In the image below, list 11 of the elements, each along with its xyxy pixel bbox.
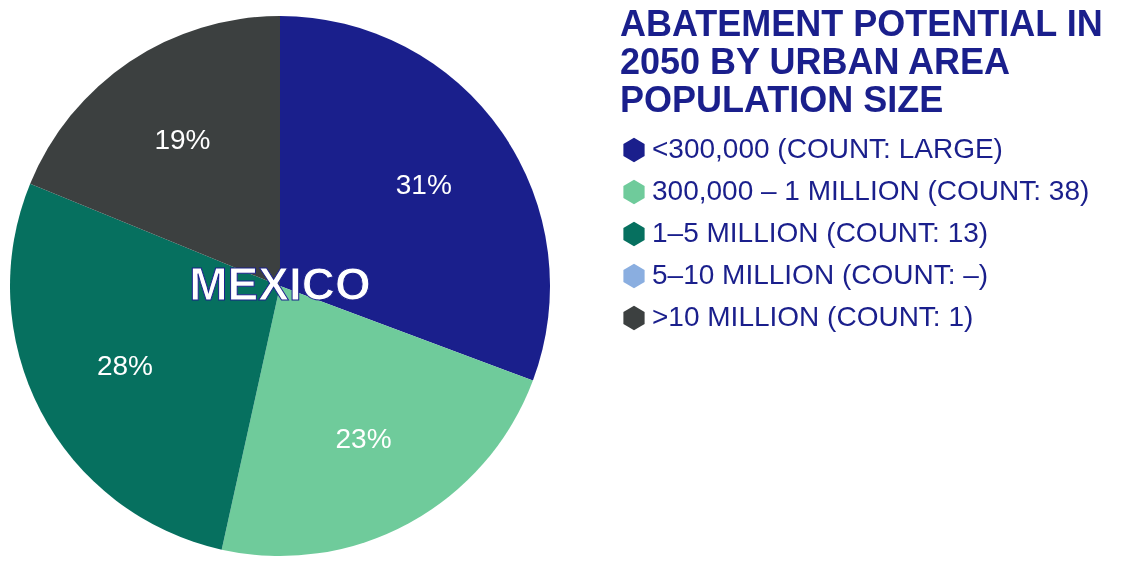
legend-title: ABATEMENT POTENTIAL IN 2050 BY URBAN AREA POPULATION SIZE	[620, 3, 1103, 120]
data-label: 19%	[154, 123, 211, 155]
data-label: 23%	[335, 422, 392, 454]
data-label: 31%	[395, 169, 452, 201]
data-label: 28%	[96, 350, 153, 382]
legend-label: <300,000 (COUNT: LARGE)	[652, 133, 1003, 164]
legend-label: 300,000 – 1 MILLION (COUNT: 38)	[652, 175, 1090, 206]
legend-label: >10 MILLION (COUNT: 1)	[652, 301, 974, 332]
text: MEXICO	[189, 258, 371, 310]
legend-label: 1–5 MILLION (COUNT: 13)	[652, 217, 989, 248]
legend-label: 5–10 MILLION (COUNT: –)	[652, 259, 989, 290]
